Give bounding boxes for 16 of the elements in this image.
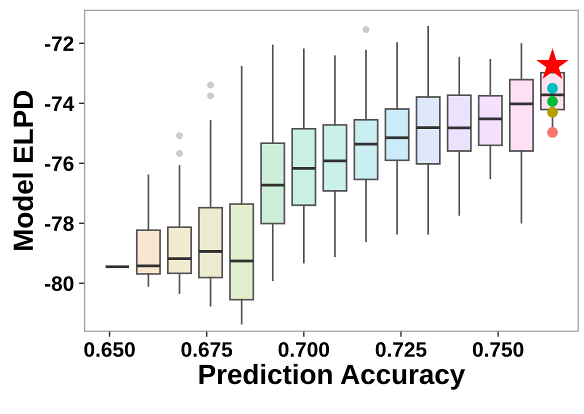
x-axis-title: Prediction Accuracy [199, 364, 466, 390]
y-tick-label: -78 [44, 216, 74, 232]
x-tick-label: 0.650 [84, 342, 135, 357]
y-tick-label: -80 [44, 276, 74, 291]
point [547, 96, 558, 107]
point [536, 48, 569, 79]
point [547, 127, 558, 138]
y-tick-label: -76 [44, 156, 74, 172]
x-tick-label: 0.700 [278, 342, 330, 357]
x-tick-label: 0.675 [181, 342, 232, 357]
y-tick-label: -72 [44, 36, 74, 51]
y-axis-title: Model ELPD [12, 90, 34, 250]
x-tick-label: 0.750 [472, 342, 524, 357]
point [547, 106, 558, 118]
x-tick-label: 0.725 [376, 342, 426, 357]
y-tick-label: -74 [44, 96, 74, 111]
